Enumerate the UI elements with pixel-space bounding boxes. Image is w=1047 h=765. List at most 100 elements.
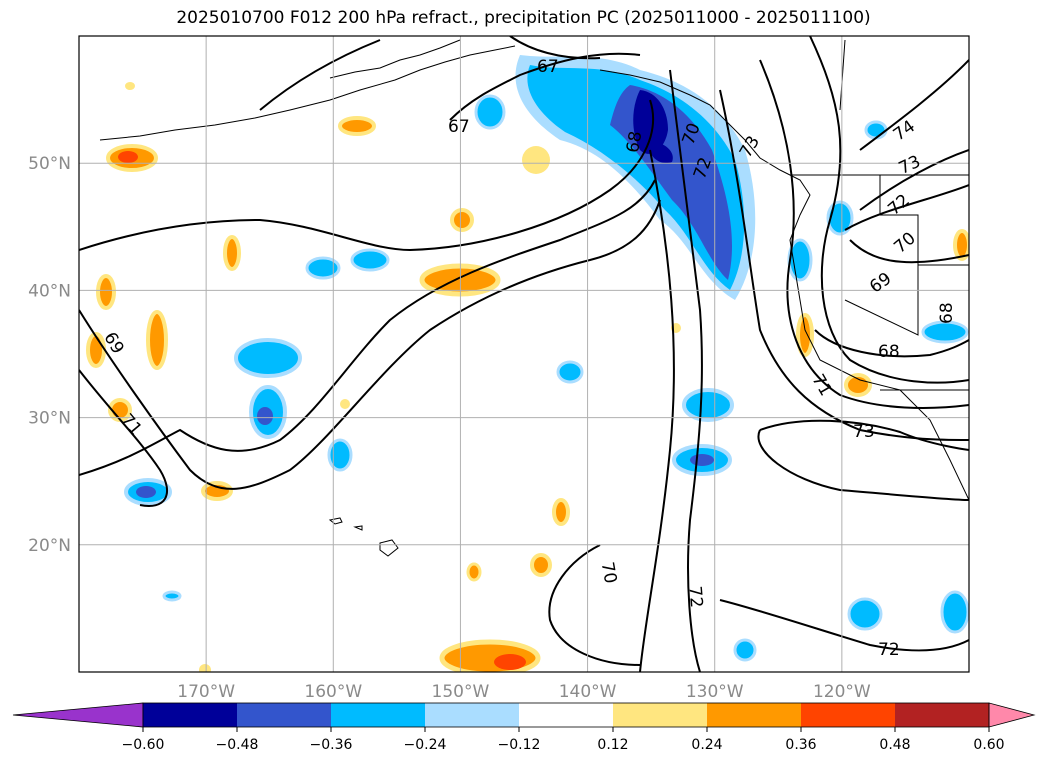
- contour-label: 67: [448, 117, 470, 137]
- coastline: [599, 69, 969, 501]
- negative-anomaly-patch: [733, 638, 757, 662]
- longitude-labels: 170°W 160°W 150°W 140°W 130°W 120°W: [177, 682, 871, 702]
- colorbar-segment: [707, 703, 802, 727]
- colorbar-segment: [237, 703, 332, 727]
- positive-anomaly-patch: [125, 82, 135, 90]
- colorbar-frame: [142, 702, 990, 728]
- negative-anomaly-patch: [474, 94, 506, 130]
- contour-labels: 67 67 68 69 71 70 72 73 74 73 72 70 69 6…: [99, 57, 957, 660]
- positive-anomaly-patch: [530, 553, 552, 577]
- contour-line: [639, 149, 675, 672]
- island: [379, 539, 399, 557]
- positive-anomaly-patch: [796, 313, 814, 357]
- map-title: 2025010700 F012 200 hPa refract., precip…: [176, 8, 871, 28]
- colorbar-segment: [425, 703, 520, 727]
- longitude-tick-label: 140°W: [559, 682, 617, 702]
- colorbar-tick-label: −0.12: [498, 737, 541, 753]
- colorbar-tick-label: 0.12: [597, 737, 628, 753]
- contour-line: [809, 36, 969, 384]
- coastline-layer: [99, 39, 969, 557]
- colorbar-segment: [143, 703, 238, 727]
- contour-line: [509, 36, 601, 60]
- contour-label: 68: [937, 302, 957, 324]
- colorbar-tick-label: 0.36: [785, 737, 816, 753]
- contour-label: 70: [890, 228, 919, 257]
- map-frame: [78, 35, 970, 673]
- contour-line: [259, 39, 381, 111]
- island: [328, 517, 343, 525]
- contour-label: 67: [537, 57, 559, 77]
- colorbar-tick-label: −0.24: [404, 737, 447, 753]
- contour-line: [844, 184, 969, 231]
- positive-anomaly-patch: [953, 229, 969, 261]
- colorbar-tick-label: −0.60: [122, 737, 165, 753]
- contour-label: 72: [684, 585, 706, 608]
- colorbar-segment: [331, 703, 426, 727]
- colorbar-tick-label: 0.60: [973, 737, 1004, 753]
- negative-anomaly-band: [633, 90, 668, 154]
- island: [353, 525, 363, 531]
- contour-line: [719, 599, 969, 652]
- state-border: [879, 175, 969, 266]
- colorbar-segment: [519, 703, 614, 727]
- positive-anomaly-patch: [96, 274, 116, 310]
- contour-line: [548, 544, 641, 666]
- latitude-tick-label: 20°N: [28, 536, 71, 556]
- contour-line: [759, 59, 969, 409]
- positive-anomaly-patch: [338, 116, 376, 136]
- longitude-tick-label: 130°W: [686, 682, 744, 702]
- positive-anomaly-patch: [146, 310, 168, 370]
- latitude-tick-label: 50°N: [28, 154, 71, 174]
- positive-anomaly-patch: [522, 146, 550, 174]
- positive-anomaly-patch: [844, 373, 872, 397]
- positive-anomaly-patch: [450, 208, 474, 232]
- negative-anomaly-patch: [847, 597, 883, 631]
- longitude-tick-label: 150°W: [432, 682, 490, 702]
- contour-line: [449, 52, 641, 121]
- positive-anomaly-patch: [199, 664, 211, 672]
- contour-label: 70: [597, 560, 620, 585]
- negative-anomaly-patch: [682, 388, 734, 422]
- negative-anomaly-patch: [921, 320, 969, 344]
- colorbar: −0.60 −0.48 −0.36 −0.24 −0.12 0.12 0.24 0.36 0.4…: [12, 702, 1036, 753]
- positive-anomaly-patch: [340, 399, 350, 409]
- contour-line: [79, 99, 655, 252]
- negative-anomaly-patch: [940, 590, 969, 634]
- contour-line: [849, 239, 969, 264]
- contour-line: [79, 179, 656, 476]
- negative-anomaly-patch: [234, 338, 302, 378]
- coastline: [99, 45, 516, 141]
- contour-line: [859, 149, 969, 211]
- contour-label: 68: [623, 130, 646, 155]
- contour-line: [79, 199, 661, 490]
- latitude-labels: 20°N 30°N 40°N 50°N: [28, 154, 71, 556]
- contour-label: 74: [890, 116, 919, 145]
- longitude-tick-label: 120°W: [813, 682, 871, 702]
- negative-anomaly-patch: [690, 454, 714, 466]
- latitude-tick-label: 40°N: [28, 281, 71, 301]
- contour-line: [859, 59, 969, 151]
- contour-label: 69: [866, 269, 895, 298]
- longitude-tick-label: 170°W: [177, 682, 235, 702]
- negative-anomaly-patch: [136, 486, 156, 498]
- positive-anomaly-patch: [552, 498, 570, 526]
- gridlines: [79, 36, 969, 672]
- contour-line: [669, 69, 703, 672]
- colorbar-tick-label: −0.36: [310, 737, 353, 753]
- negative-anomaly-patch: [556, 360, 584, 384]
- positive-anomaly-patch: [466, 562, 482, 582]
- state-border: [839, 39, 846, 111]
- contour-label: 71: [807, 371, 835, 400]
- contour-layer: [79, 36, 969, 672]
- positive-anomaly-patch: [494, 654, 526, 670]
- latitude-tick-label: 30°N: [28, 409, 71, 429]
- contour-line: [79, 369, 169, 507]
- colorbar-segment: [895, 703, 990, 727]
- colorbar-extend-max: [988, 702, 1036, 728]
- contour-label: 72: [878, 640, 900, 660]
- contour-line: [759, 419, 969, 451]
- coastline: [329, 39, 461, 79]
- contour-line: [814, 329, 969, 358]
- contour-label: 68: [878, 342, 900, 362]
